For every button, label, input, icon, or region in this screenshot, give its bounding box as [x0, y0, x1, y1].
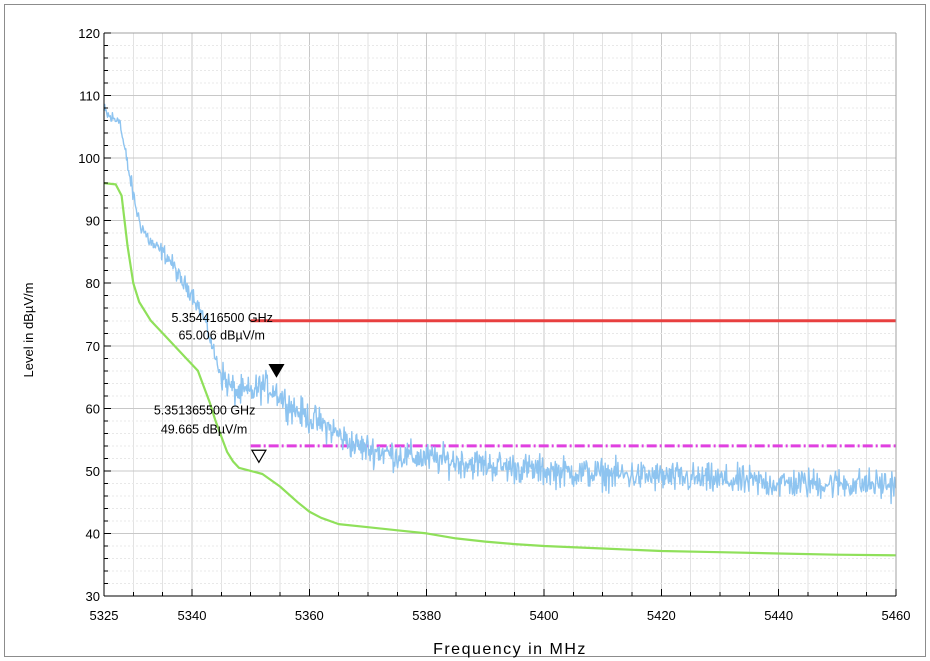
y-axis-label: Level in dBµV/m — [21, 283, 36, 378]
y-tick-label: 70 — [86, 339, 100, 354]
x-tick-label: 5420 — [647, 608, 676, 623]
marker-triangle — [250, 449, 267, 464]
y-tick-label: 100 — [78, 151, 100, 166]
y-tick-label: 30 — [86, 589, 100, 604]
y-tick-label: 80 — [86, 276, 100, 291]
y-tick-label: 120 — [78, 26, 100, 41]
series-line — [103, 182, 897, 557]
x-tick-label: 5325 — [90, 608, 119, 623]
markers: 5.354416500 GHz 65.006 dBµV/m 5.351365500 … — [154, 311, 285, 464]
marker-freq-label: 5.354416500 GHz — [171, 311, 272, 325]
grid — [104, 32, 897, 596]
marker-level-label: 65.006 dBµV/m — [178, 329, 264, 343]
x-tick-label: 5360 — [295, 608, 324, 623]
marker-freq-label: 5.351365500 GHz — [154, 404, 255, 418]
x-tick-label: 5440 — [764, 608, 793, 623]
chart-frame — [4, 4, 926, 657]
x-axis-label: Frequency in MHz — [433, 641, 587, 658]
tick-labels: 5325 5340 5360 5380 5400 5420 5440 5460 30 40 50 60… — [78, 26, 910, 623]
marker-level-label: 49.665 dBµV/m — [161, 422, 247, 436]
series-line — [103, 103, 897, 505]
axes — [103, 32, 897, 597]
x-tick-label: 5340 — [178, 608, 207, 623]
limit-lines — [250, 319, 896, 448]
marker-triangle — [268, 363, 285, 378]
x-tick-label: 5460 — [882, 608, 911, 623]
series-group — [103, 103, 897, 557]
y-tick-label: 40 — [86, 526, 100, 541]
y-tick-label: 90 — [86, 214, 100, 229]
y-tick-label: 60 — [86, 401, 100, 416]
x-tick-label: 5380 — [412, 608, 441, 623]
y-tick-label: 110 — [79, 89, 100, 104]
y-tick-label: 50 — [86, 464, 100, 479]
x-tick-label: 5400 — [530, 608, 559, 623]
